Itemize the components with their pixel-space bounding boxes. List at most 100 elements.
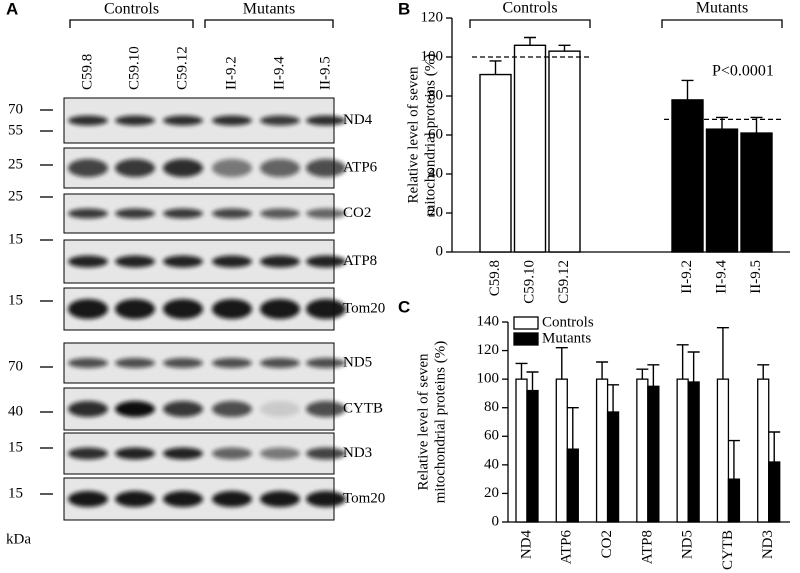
error-bar [524,36,536,46]
error-bar [636,368,649,380]
kda-marker: 55 [8,122,23,138]
lane-label: C59.12 [174,46,190,90]
bar [479,73,512,253]
error-bar [555,347,568,380]
bar [636,378,649,523]
legend-label: Controls [542,314,594,330]
band [306,255,346,268]
y-tick-label: 120 [477,342,500,358]
band [260,255,300,268]
band [163,208,203,219]
kda-marker: 70 [8,358,23,374]
lane-label: II-9.2 [223,56,239,90]
band [68,255,108,268]
band [68,299,108,319]
blot-label: Tom20 [343,300,385,316]
kda-marker: 25 [8,188,23,204]
lane-label: C59.8 [79,54,95,90]
band [68,115,108,126]
blot-label: ATP6 [343,159,378,175]
x-tick-label: ND5 [680,530,696,559]
error-bar [607,384,620,412]
band [212,299,252,319]
band [260,491,300,507]
band [68,401,108,417]
x-tick-label: CO2 [599,530,615,558]
y-axis-label: Relative level of seven [415,353,431,491]
error-bar [687,351,700,382]
band [115,208,155,219]
band [163,358,203,368]
group-label: Mutants [243,1,295,18]
band [260,358,300,368]
error-bar [757,364,770,380]
band [115,115,155,126]
band [260,159,300,177]
band [163,299,203,319]
y-tick-label: 0 [492,513,500,529]
bar [757,378,770,523]
x-tick-label: C59.10 [521,260,537,304]
x-tick-label: C59.8 [487,260,503,296]
bar [555,378,568,523]
error-bar [676,344,689,380]
error-bar [681,79,694,100]
bar [566,448,579,523]
y-tick-label: 100 [421,48,444,64]
band [115,358,155,368]
band [212,447,252,460]
error-bar [727,439,740,480]
band [306,491,346,507]
band [115,159,155,177]
bar [705,128,739,253]
group-bracket [469,19,591,28]
band [212,491,252,507]
band [306,401,346,417]
bar [526,389,539,523]
y-tick-label: 40 [484,456,499,472]
band [115,299,155,319]
y-axis-label: mitochondrial proteins (%) [432,341,448,503]
band [115,255,155,268]
bar [606,411,620,523]
y-tick-label: 140 [477,313,500,329]
kda-marker: 25 [8,156,23,172]
band [212,208,252,219]
y-tick-label: 60 [484,428,499,444]
y-tick-label: 0 [436,243,444,259]
kda-unit: kDa [6,531,31,547]
x-tick-label: ND3 [760,530,776,559]
band [212,358,252,368]
band [212,255,252,268]
band [306,358,346,368]
band [306,208,346,219]
band [306,115,346,126]
band [212,115,252,126]
band [212,401,252,417]
legend-swatch [513,332,539,346]
bar [595,378,609,523]
x-tick-label: ATP6 [559,530,575,565]
error-bar [716,327,729,380]
kda-marker: 15 [8,485,23,501]
band [68,159,108,177]
blot-label: ND4 [343,112,373,128]
kda-marker: 15 [8,439,23,455]
band [163,255,203,268]
kda-marker: 70 [8,101,23,117]
x-tick-label: C59.12 [556,260,572,304]
band [260,299,300,319]
band [260,401,300,417]
lane-label: C59.10 [126,46,142,90]
panel-label: A [6,0,18,18]
lane-label: II-9.4 [271,56,287,90]
y-tick-label: 80 [484,399,499,415]
lane-label: II-9.5 [317,56,333,90]
band [163,159,203,177]
kda-marker: 40 [8,403,23,419]
band [306,299,346,319]
legend-label: Mutants [542,330,591,346]
group-bracket [661,19,783,28]
